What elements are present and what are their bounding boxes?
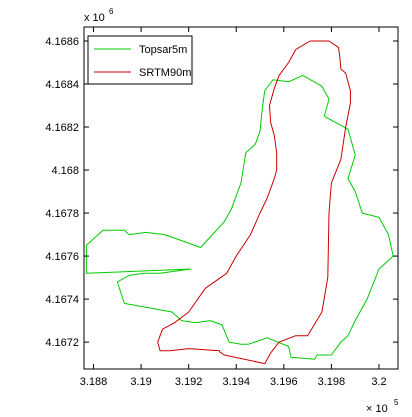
x-tick-label: 3.2 bbox=[371, 376, 386, 388]
x-tick-label: 3.19 bbox=[130, 376, 151, 388]
y-tick-label: 4.1686 bbox=[45, 36, 79, 48]
y-multiplier-exp: 6 bbox=[109, 7, 114, 16]
y-tick-label: 4.1672 bbox=[45, 337, 79, 349]
x-tick-label: 3.198 bbox=[318, 376, 346, 388]
y-tick-label: 4.1674 bbox=[45, 294, 79, 306]
x-multiplier-base: × 10 bbox=[366, 403, 388, 415]
y-tick-label: 4.168 bbox=[51, 165, 79, 177]
y-tick-label: 4.1684 bbox=[45, 79, 79, 91]
x-multiplier-exp: 5 bbox=[394, 398, 399, 407]
x-tick-label: 3.188 bbox=[80, 376, 108, 388]
legend-label-topsar5m: Topsar5m bbox=[139, 44, 187, 56]
legend: Topsar5m SRTM90m bbox=[88, 36, 192, 84]
x-tick-label: 3.196 bbox=[270, 376, 298, 388]
y-tick-label: 4.1676 bbox=[45, 251, 79, 263]
y-tick-label: 4.1682 bbox=[45, 122, 79, 134]
x-tick-label: 3.192 bbox=[175, 376, 203, 388]
x-tick-label: 3.194 bbox=[222, 376, 250, 388]
legend-label-srtm90m: SRTM90m bbox=[139, 67, 191, 79]
y-multiplier-base: x 10 bbox=[84, 12, 105, 24]
y-tick-label: 4.1678 bbox=[45, 208, 79, 220]
